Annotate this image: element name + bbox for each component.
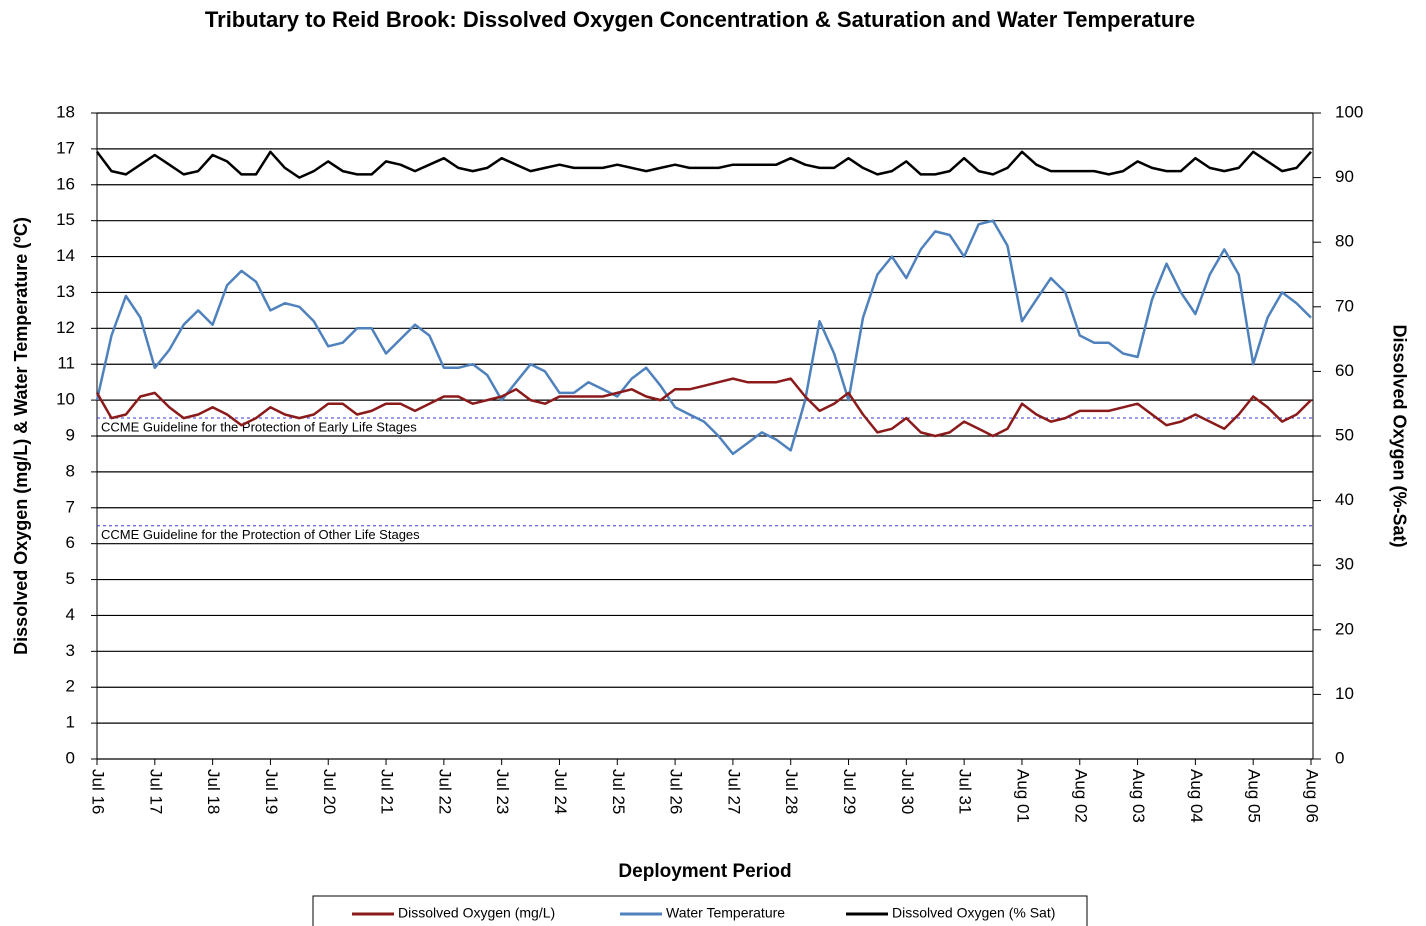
x-tick-label: Aug 04: [1187, 769, 1206, 823]
guideline-label: CCME Guideline for the Protection of Ear…: [101, 419, 417, 434]
y2-tick-label: 100: [1335, 102, 1363, 121]
y2-tick-label: 50: [1335, 425, 1354, 444]
x-tick-label: Jul 17: [146, 769, 165, 814]
y-tick-label: 9: [66, 425, 75, 444]
x-tick-label: Jul 26: [667, 769, 686, 814]
x-tick-label: Jul 31: [956, 769, 975, 814]
y2-tick-label: 40: [1335, 490, 1354, 509]
y2-tick-label: 20: [1335, 619, 1354, 638]
x-tick-label: Jul 16: [89, 769, 108, 814]
y-tick-label: 5: [66, 569, 75, 588]
y-tick-label: 1: [66, 713, 75, 732]
series-line: [95, 377, 1312, 438]
y-tick-label: 12: [56, 318, 75, 337]
x-tick-label: Jul 19: [262, 769, 281, 814]
x-tick-label: Jul 29: [840, 769, 859, 814]
legend-label: Dissolved Oxygen (% Sat): [892, 905, 1055, 921]
y2-tick-label: 0: [1335, 748, 1344, 767]
y-tick-label: 13: [56, 282, 75, 301]
x-tick-label: Jul 18: [204, 769, 223, 814]
y-tick-label: 3: [66, 641, 75, 660]
y-tick-label: 2: [66, 677, 75, 696]
y-tick-label: 11: [57, 354, 75, 373]
y-tick-label: 15: [56, 210, 75, 229]
legend-label: Water Temperature: [666, 905, 785, 921]
y-tick-label: 4: [66, 605, 75, 624]
y-tick-label: 6: [66, 533, 75, 552]
y-tick-label: 0: [66, 748, 75, 767]
x-tick-label: Jul 23: [493, 769, 512, 814]
guideline-label: CCME Guideline for the Protection of Oth…: [101, 527, 420, 542]
x-tick-label: Jul 21: [378, 769, 397, 814]
y2-tick-label: 30: [1335, 555, 1354, 574]
x-tick-label: Jul 22: [435, 769, 454, 814]
x-tick-label: Aug 03: [1129, 769, 1148, 823]
x-tick-label: Jul 30: [898, 769, 917, 814]
x-tick-label: Jul 25: [609, 769, 628, 814]
y-tick-label: 7: [66, 497, 75, 516]
y2-axis-label: Dissolved Oxygen (%-Sat): [1389, 324, 1409, 547]
y-tick-label: 17: [56, 138, 75, 157]
x-tick-label: Aug 06: [1303, 769, 1322, 823]
x-tick-label: Aug 01: [1013, 769, 1032, 823]
x-axis-label: Deployment Period: [618, 861, 791, 882]
y-axis-label: Dissolved Oxygen (mg/L) & Water Temperat…: [11, 217, 31, 655]
y-tick-label: 16: [56, 174, 75, 193]
y-tick-label: 14: [56, 246, 75, 265]
x-tick-label: Jul 27: [724, 769, 743, 814]
y2-tick-label: 80: [1335, 232, 1354, 251]
chart-title: Tributary to Reid Brook: Dissolved Oxyge…: [204, 7, 1196, 32]
series-line: [95, 219, 1312, 456]
x-tick-label: Aug 05: [1245, 769, 1264, 823]
y2-tick-label: 60: [1335, 361, 1354, 380]
y-tick-label: 8: [66, 461, 75, 480]
y2-tick-label: 70: [1335, 296, 1354, 315]
x-tick-label: Jul 20: [320, 769, 339, 814]
x-tick-label: Aug 02: [1071, 769, 1090, 823]
y-tick-label: 18: [56, 102, 75, 121]
x-tick-label: Jul 28: [782, 769, 801, 814]
series-line: [96, 150, 1312, 179]
y2-tick-label: 10: [1335, 684, 1354, 703]
x-tick-label: Jul 24: [551, 769, 570, 814]
y2-tick-label: 90: [1335, 167, 1354, 186]
y-tick-label: 10: [56, 390, 75, 409]
legend-box: [312, 895, 1088, 926]
legend-label: Dissolved Oxygen (mg/L): [398, 905, 555, 921]
